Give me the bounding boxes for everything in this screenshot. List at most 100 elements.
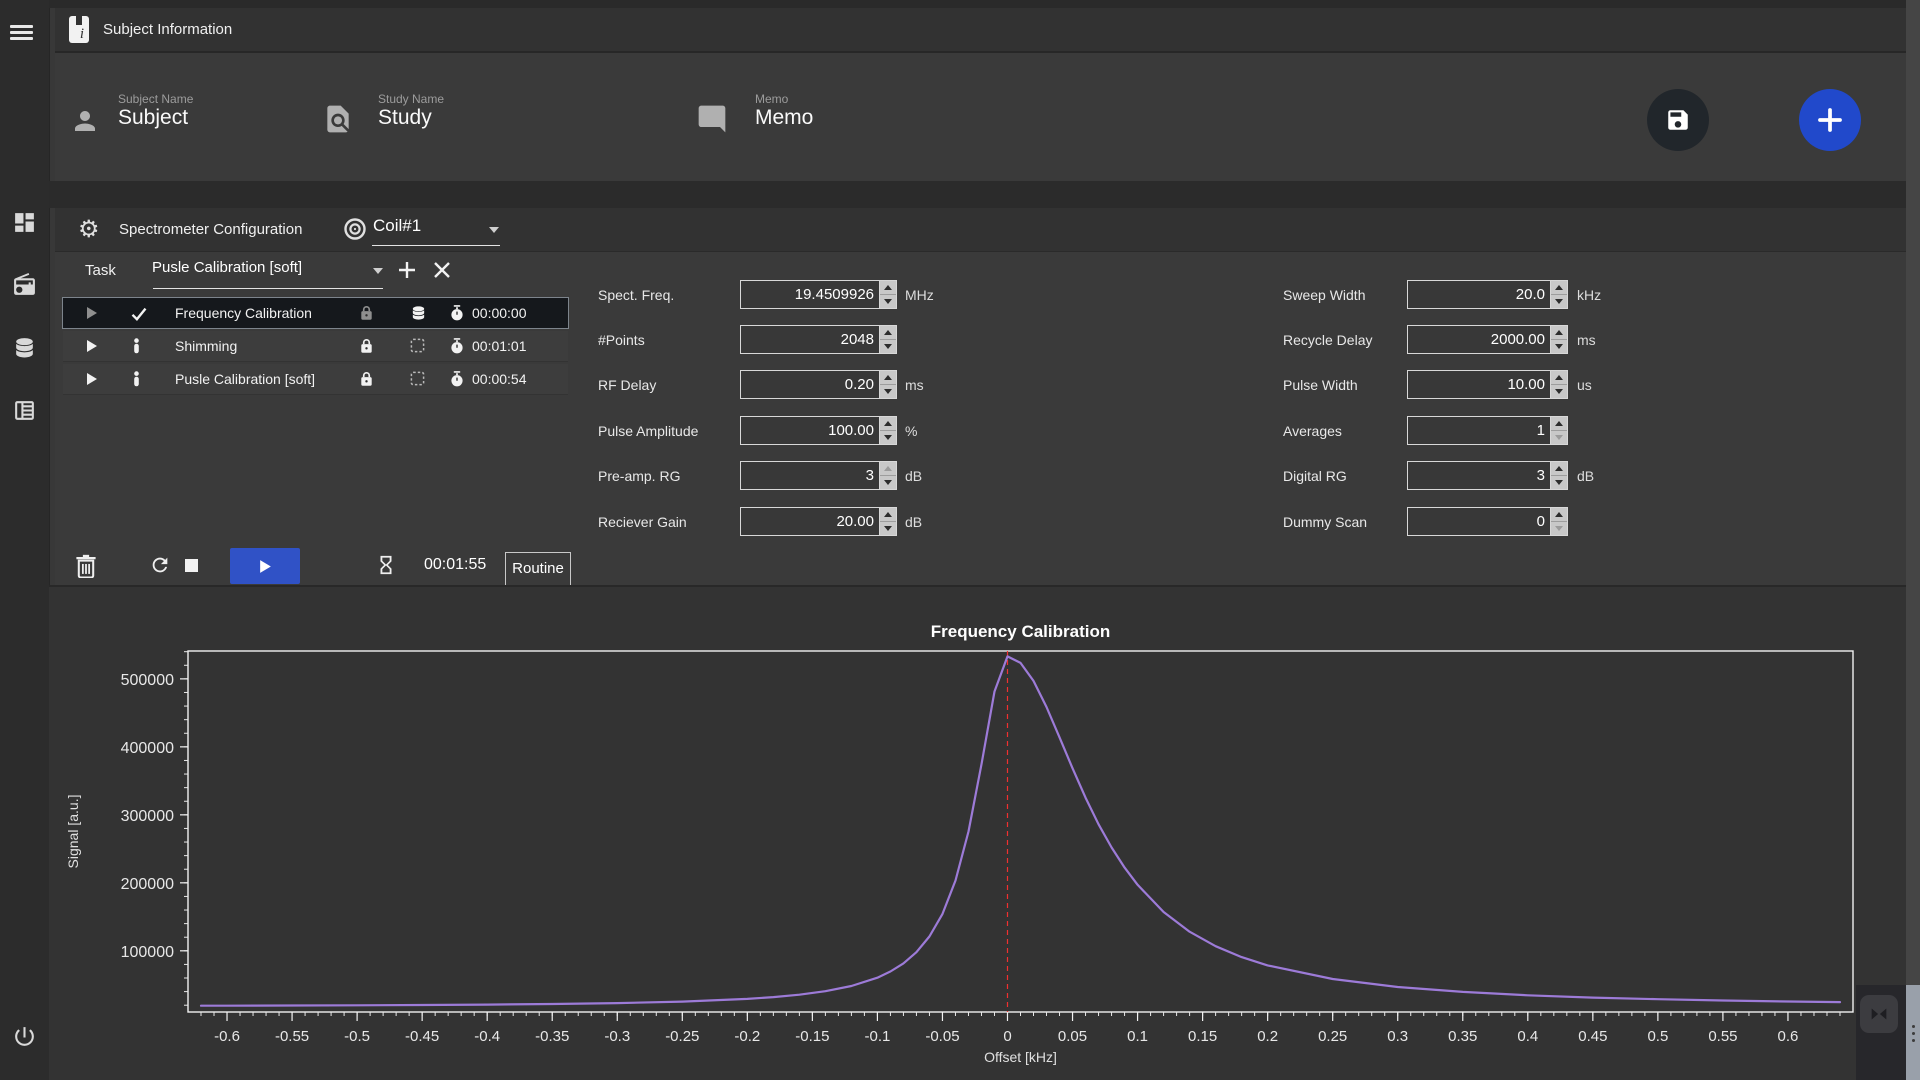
- param-value[interactable]: 20.0: [1515, 286, 1545, 303]
- spinner-down-button[interactable]: [880, 385, 896, 398]
- svg-text:0.05: 0.05: [1058, 1028, 1087, 1045]
- spinner-down-button[interactable]: [880, 295, 896, 308]
- spinner: [879, 462, 896, 489]
- spinner: [879, 371, 896, 398]
- spinner-down-button[interactable]: [880, 476, 896, 489]
- coil-select[interactable]: Coil#1: [373, 216, 501, 244]
- spinner-down-button[interactable]: [880, 340, 896, 353]
- param-input[interactable]: 2000.00: [1407, 325, 1568, 354]
- param-input[interactable]: 0.20: [740, 370, 897, 399]
- lock-icon[interactable]: [360, 371, 373, 387]
- spinner-up-button[interactable]: [880, 326, 896, 340]
- param-input[interactable]: 1: [1407, 416, 1568, 445]
- spinner-up-button[interactable]: [880, 281, 896, 295]
- param-input[interactable]: 3: [740, 461, 897, 490]
- dashboard-icon[interactable]: [12, 210, 37, 235]
- task-select[interactable]: Pusle Calibration [soft]: [152, 259, 383, 285]
- rerun-button[interactable]: [149, 554, 171, 576]
- delete-task-button[interactable]: [75, 554, 97, 578]
- save-button[interactable]: [1647, 89, 1709, 151]
- spinner-down-button[interactable]: [1551, 295, 1567, 308]
- add-button[interactable]: [1799, 89, 1861, 151]
- database-icon[interactable]: [12, 336, 37, 361]
- spinner-up-button[interactable]: [880, 417, 896, 431]
- spinner-up-button[interactable]: [880, 462, 896, 476]
- task-row[interactable]: Shimming 00:01:01: [63, 331, 568, 362]
- coil-select-value: Coil#1: [373, 216, 422, 235]
- param-value[interactable]: 20.00: [836, 513, 874, 530]
- spinner-down-button[interactable]: [1551, 522, 1567, 535]
- stop-button[interactable]: [185, 559, 198, 572]
- param-input[interactable]: 10.00: [1407, 370, 1568, 399]
- task-row[interactable]: Frequency Calibration 00:00:00: [62, 297, 569, 329]
- param-value[interactable]: 3: [1536, 467, 1545, 484]
- spinner-up-button[interactable]: [1551, 281, 1567, 295]
- param-label: Dummy Scan: [1283, 514, 1368, 530]
- param-input[interactable]: 2048: [740, 325, 897, 354]
- menu-icon[interactable]: [10, 25, 33, 40]
- param-value[interactable]: 0: [1536, 513, 1545, 530]
- spinner-down-button[interactable]: [1551, 476, 1567, 489]
- study-name-value[interactable]: Study: [378, 106, 432, 129]
- memo-field[interactable]: Memo Memo: [755, 92, 813, 130]
- param-value[interactable]: 1: [1536, 422, 1545, 439]
- param-input[interactable]: 0: [1407, 507, 1568, 536]
- param-value[interactable]: 3: [865, 467, 874, 484]
- spinner-down-button[interactable]: [880, 522, 896, 535]
- spinner-down-button[interactable]: [1551, 340, 1567, 353]
- param-value[interactable]: 2048: [840, 331, 874, 348]
- svg-text:0.2: 0.2: [1257, 1028, 1278, 1045]
- spinner-up-button[interactable]: [880, 371, 896, 385]
- scroll-grip[interactable]: [1906, 985, 1920, 1080]
- lock-icon[interactable]: [360, 305, 373, 321]
- param-value[interactable]: 19.4509926: [794, 286, 874, 303]
- play-task-icon[interactable]: [86, 306, 98, 320]
- person-icon: [70, 105, 100, 137]
- gear-icon: ⚙: [78, 215, 100, 243]
- param-value[interactable]: 10.00: [1507, 376, 1545, 393]
- remove-task-button[interactable]: [432, 260, 452, 280]
- task-row[interactable]: Pusle Calibration [soft] 00:00:54: [63, 364, 568, 395]
- spinner-up-button[interactable]: [1551, 417, 1567, 431]
- param-input[interactable]: 20.00: [740, 507, 897, 536]
- flip-chart-button[interactable]: [1860, 995, 1898, 1033]
- memo-value[interactable]: Memo: [755, 106, 814, 129]
- add-task-button[interactable]: [397, 260, 417, 280]
- stopwatch-icon: [450, 371, 464, 387]
- study-name-field[interactable]: Study Name Study: [378, 92, 444, 130]
- spinner-down-button[interactable]: [1551, 385, 1567, 398]
- spinner-up-button[interactable]: [1551, 462, 1567, 476]
- play-task-icon[interactable]: [86, 339, 98, 353]
- subject-information-bar: i Subject Information: [55, 8, 1906, 53]
- subject-name-value[interactable]: Subject: [118, 106, 189, 129]
- param-value[interactable]: 2000.00: [1490, 331, 1545, 348]
- power-icon[interactable]: [12, 1024, 37, 1049]
- radio-icon[interactable]: [12, 272, 37, 297]
- param-unit: kHz: [1577, 287, 1602, 303]
- param-input[interactable]: 3: [1407, 461, 1568, 490]
- spinner-up-button[interactable]: [880, 508, 896, 522]
- spinner-down-button[interactable]: [880, 431, 896, 444]
- study-name-label: Study Name: [378, 92, 445, 106]
- spinner-down-button[interactable]: [1551, 431, 1567, 444]
- lock-icon[interactable]: [360, 338, 373, 354]
- param-unit: dB: [1577, 468, 1595, 484]
- spinner-up-button[interactable]: [1551, 326, 1567, 340]
- task-label: Task: [85, 262, 116, 279]
- task-select-underline: [153, 288, 383, 289]
- spinner-up-button[interactable]: [1551, 371, 1567, 385]
- spinner-up-button[interactable]: [1551, 508, 1567, 522]
- run-button[interactable]: [230, 548, 300, 584]
- news-icon[interactable]: [12, 398, 37, 423]
- param-label: RF Delay: [598, 377, 657, 393]
- tab-routine[interactable]: Routine: [505, 552, 571, 586]
- subject-name-field[interactable]: Subject Name Subject: [118, 92, 193, 130]
- param-value[interactable]: 100.00: [828, 422, 874, 439]
- param-input[interactable]: 100.00: [740, 416, 897, 445]
- play-task-icon[interactable]: [86, 372, 98, 386]
- param-input[interactable]: 20.0: [1407, 280, 1568, 309]
- region-icon: [410, 338, 425, 353]
- param-value[interactable]: 0.20: [844, 376, 874, 393]
- param-input[interactable]: 19.4509926: [740, 280, 897, 309]
